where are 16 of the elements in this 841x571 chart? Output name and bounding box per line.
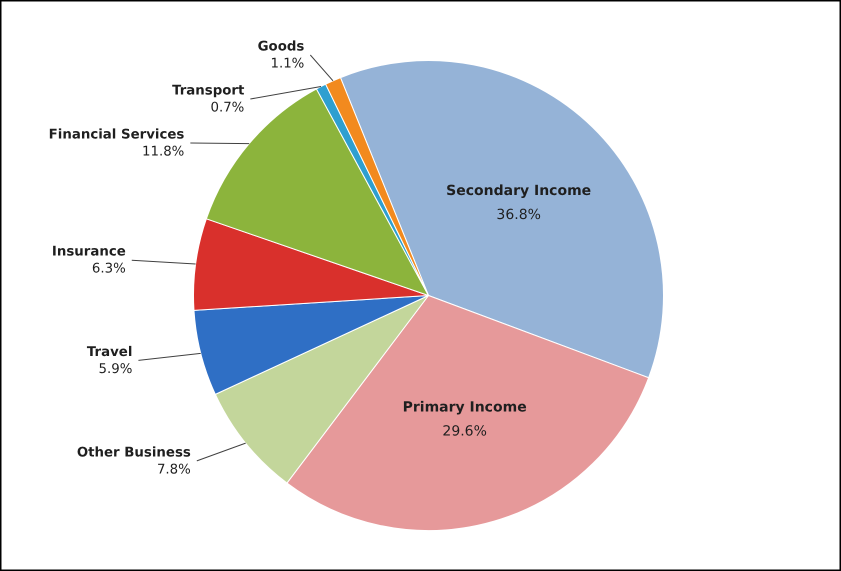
slice-label: Financial Services [48, 128, 184, 143]
slice-label: Other Business [76, 445, 191, 460]
data-label: 36.8% [496, 206, 541, 223]
data-label: 0.7% [210, 100, 244, 116]
slice-label: Primary Income [402, 400, 527, 416]
slice-label: Transport [172, 84, 245, 99]
data-label: 5.9% [98, 362, 132, 377]
slice-label: Goods [258, 40, 304, 55]
slice-label: Travel [86, 344, 132, 360]
data-label: 11.8% [142, 144, 184, 160]
slice-label: Insurance [52, 244, 126, 260]
data-label: 7.8% [156, 462, 191, 478]
data-label: 6.3% [92, 262, 126, 277]
data-label: 29.6% [442, 424, 487, 440]
slice-label: Secondary Income [446, 182, 592, 199]
data-label: 1.1% [270, 56, 304, 72]
